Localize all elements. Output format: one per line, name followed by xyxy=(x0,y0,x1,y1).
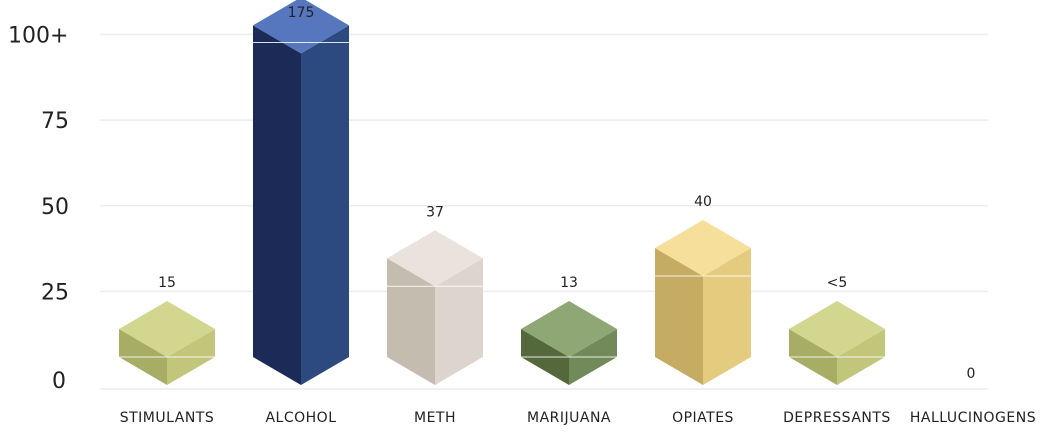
y-tick-label: 25 xyxy=(41,280,69,305)
bar-top-face xyxy=(253,0,349,54)
bar-stimulants xyxy=(119,301,215,385)
x-tick-label: STIMULANTS xyxy=(120,410,215,426)
bar-left-face xyxy=(655,248,703,385)
bars xyxy=(119,0,885,385)
bar-marijuana xyxy=(521,301,617,385)
x-axis-labels: STIMULANTS ALCOHOL METH MARIJUANA OPIATES DEP… xyxy=(120,410,1036,426)
y-tick-label: 50 xyxy=(41,195,69,220)
bar-top-face xyxy=(521,301,617,357)
data-label: 13 xyxy=(560,275,578,291)
bar-top-face xyxy=(655,220,751,276)
grid-lines xyxy=(100,33,988,390)
x-tick-label: DEPRESSANTS xyxy=(783,410,891,426)
data-label: 37 xyxy=(426,204,444,220)
bar-top-face xyxy=(119,301,215,357)
bar-top-face xyxy=(789,301,885,357)
bar-top-face xyxy=(387,230,483,287)
x-tick-label: METH xyxy=(414,410,456,426)
value-labels: 15 175 37 13 40 <5 0 xyxy=(158,5,975,382)
bar-right-face xyxy=(301,25,349,385)
bar-right-face xyxy=(435,258,483,385)
y-tick-label: 75 xyxy=(41,109,69,134)
bar-left-face xyxy=(387,258,435,385)
bar-opiates xyxy=(655,220,751,385)
data-label: 0 xyxy=(967,366,976,382)
y-axis-ticks: 0 25 50 75 100+ xyxy=(8,24,69,395)
x-tick-label: OPIATES xyxy=(672,410,734,426)
y-tick-label: 0 xyxy=(52,369,66,394)
bar-meth xyxy=(387,230,483,385)
data-label: 175 xyxy=(288,5,315,21)
x-tick-label: MARIJUANA xyxy=(527,410,611,426)
data-label: 40 xyxy=(694,194,712,210)
y-tick-label: 100+ xyxy=(8,24,68,49)
x-tick-label: ALCOHOL xyxy=(265,410,336,426)
bar-depressants xyxy=(789,301,885,385)
data-label: <5 xyxy=(827,275,848,291)
bar-right-face xyxy=(703,248,751,385)
x-tick-label: HALLUCINOGENS xyxy=(910,410,1036,426)
data-label: 15 xyxy=(158,275,176,291)
bar-left-face xyxy=(253,25,301,385)
bar-alcohol xyxy=(253,0,349,385)
